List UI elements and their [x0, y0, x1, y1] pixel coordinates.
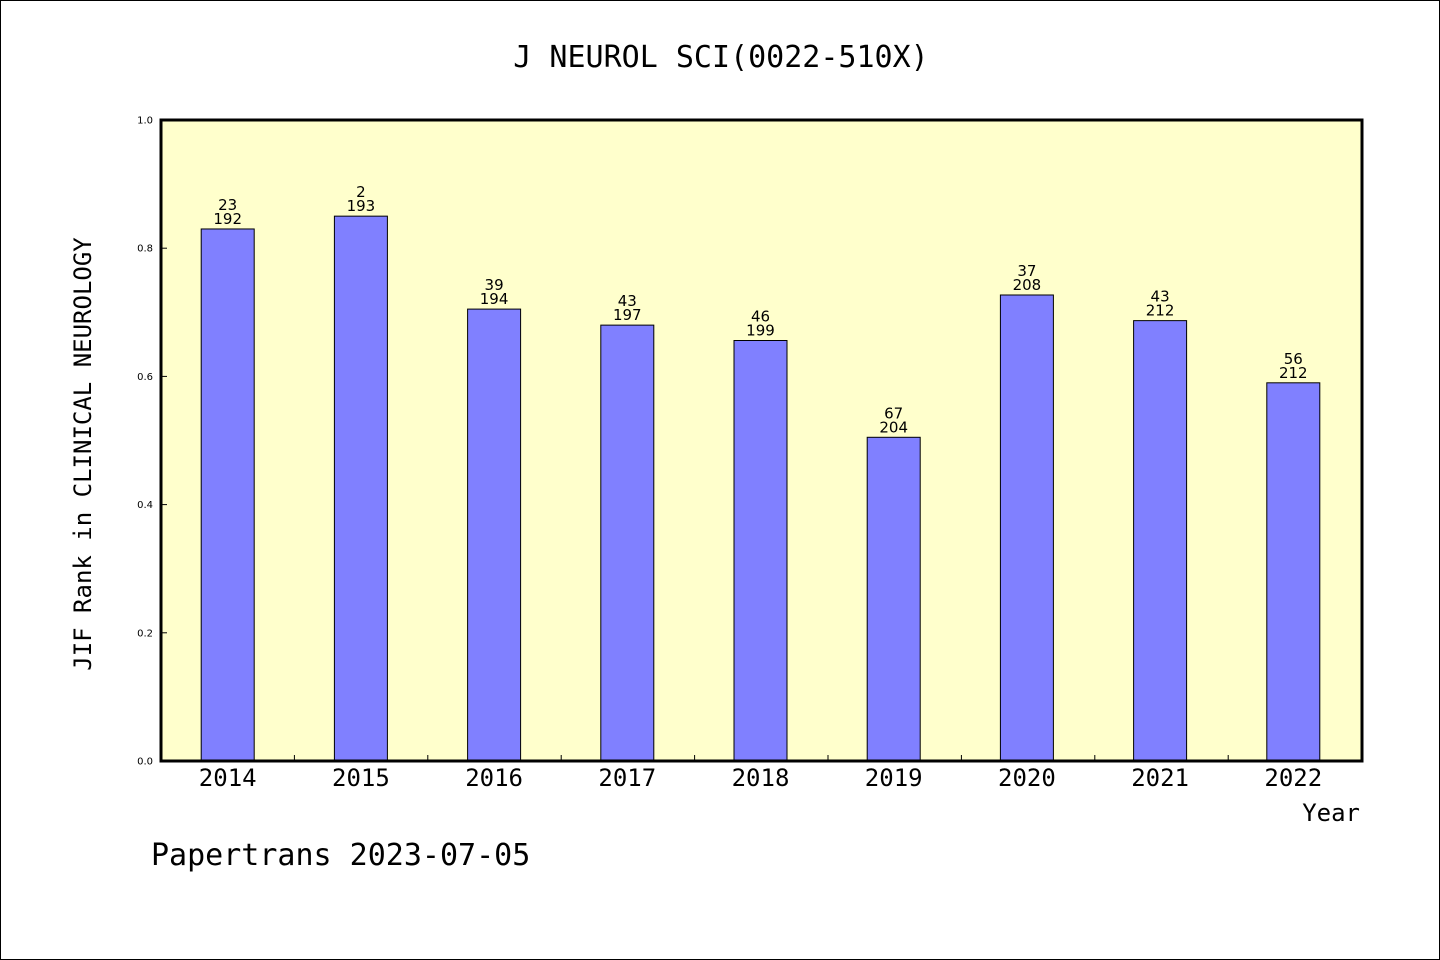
bar-2016	[467, 308, 522, 762]
bar-2015	[333, 215, 388, 762]
bar-rank-label: 39	[485, 276, 504, 294]
x-tick-label: 2019	[865, 764, 923, 792]
bar-total-label: 197	[613, 306, 642, 324]
footer-credit: Papertrans 2023-07-05	[151, 838, 530, 873]
x-tick-label: 2018	[732, 764, 790, 792]
y-tick-label: 0.0	[137, 757, 153, 768]
x-tick-label: 2017	[598, 764, 656, 792]
bar-total-label: 204	[879, 418, 908, 436]
x-tick-label: 2015	[332, 764, 390, 792]
x-axis-title: Year	[1302, 799, 1360, 827]
bar-2020	[999, 294, 1054, 762]
y-tick-label: 0.2	[137, 628, 153, 639]
bar-rank-label: 56	[1284, 350, 1303, 368]
x-tick-label: 2020	[998, 764, 1056, 792]
bar-rank-label: 46	[751, 308, 770, 326]
bar-rank-label: 43	[618, 292, 637, 310]
bar-2022	[1266, 382, 1321, 762]
y-tick-label: 1.0	[137, 116, 153, 127]
bar-total-label: 212	[1146, 302, 1175, 320]
x-tick-label: 2022	[1264, 764, 1322, 792]
bar-total-label: 194	[480, 290, 509, 308]
bar-total-label: 208	[1013, 276, 1042, 294]
bar-total-label: 212	[1279, 364, 1308, 382]
y-tick-label: 0.8	[137, 244, 153, 255]
x-tick-label: 2016	[465, 764, 523, 792]
bar-rank-label: 2	[356, 183, 366, 201]
bar-total-label: 193	[347, 197, 376, 215]
bar-2014	[200, 228, 255, 762]
bar-rank-label: 37	[1017, 262, 1036, 280]
bar-2019	[866, 436, 921, 762]
bar-2017	[600, 324, 655, 762]
bar-rank-label: 43	[1151, 288, 1170, 306]
bars	[200, 215, 1321, 762]
x-tick-label: 2014	[199, 764, 257, 792]
bar-2018	[733, 340, 788, 762]
x-tick-label: 2021	[1131, 764, 1189, 792]
x-axis-ticks: 2014 2015 2016 2017 2018 2019 2020 2021 2022	[199, 755, 1322, 792]
bar-2021	[1133, 320, 1188, 762]
chart-title: J NEUROL SCI(0022-510X)	[513, 40, 928, 75]
bar-rank-label: 67	[884, 404, 903, 422]
bar-rank-label: 23	[218, 196, 237, 214]
y-axis-title: JIF Rank in CLINICAL NEUROLOGY	[69, 237, 97, 671]
y-tick-label: 0.6	[137, 372, 153, 383]
bar-total-label: 199	[746, 322, 775, 340]
y-tick-label: 0.4	[137, 500, 153, 511]
bar-total-label: 192	[213, 210, 242, 228]
plot-border	[159, 118, 1364, 763]
